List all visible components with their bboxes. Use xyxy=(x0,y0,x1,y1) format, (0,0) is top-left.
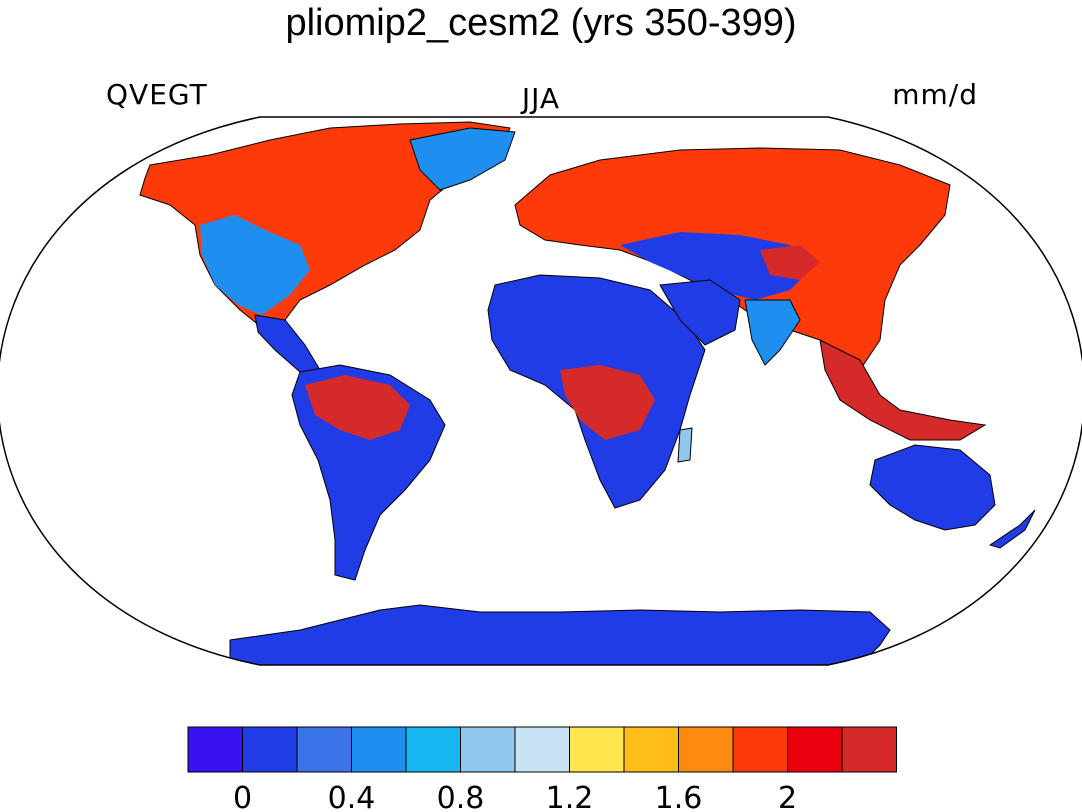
colorbar-tick-label: 1.2 xyxy=(546,781,594,812)
colorbar-swatch xyxy=(623,726,679,773)
amazon-basin xyxy=(305,375,410,440)
colorbar-swatch xyxy=(187,726,243,773)
southeast-asia xyxy=(819,339,987,441)
colorbar-swatch xyxy=(460,726,516,773)
colorbar-swatch xyxy=(732,726,788,773)
colorbar-swatch xyxy=(351,726,407,773)
colorbar-swatch xyxy=(841,726,897,773)
variable-label: QVEGT xyxy=(106,78,208,111)
tibet-high xyxy=(760,245,820,280)
colorbar-tick-label: 2 xyxy=(778,781,797,812)
india xyxy=(744,299,801,366)
colorbar-swatch xyxy=(569,726,625,773)
world-map xyxy=(0,116,1082,666)
arabia xyxy=(659,279,741,346)
greenland xyxy=(409,127,516,191)
central-asia-dry xyxy=(620,232,810,300)
colorbar-tick-label: 0 xyxy=(233,781,252,812)
colorbar-swatch xyxy=(678,726,734,773)
colorbar-swatch xyxy=(405,726,461,773)
new-zealand xyxy=(988,509,1036,549)
colorbar-tick-label: 0.4 xyxy=(328,781,376,812)
north-america-west-dry xyxy=(200,215,310,315)
central-america xyxy=(254,314,321,373)
colorbar-swatch xyxy=(787,726,843,773)
colorbar-swatch xyxy=(242,726,298,773)
colorbar-tick-label: 0.8 xyxy=(437,781,485,812)
season-label: JJA xyxy=(521,82,561,115)
colorbar: 0 0.4 0.8 1.2 1.6 2 xyxy=(187,726,897,812)
australia xyxy=(869,444,996,531)
antarctica xyxy=(229,604,891,665)
colorbar-swatch xyxy=(296,726,352,773)
map-title: pliomip2_cesm2 (yrs 350-399) xyxy=(285,2,797,44)
central-africa-wet xyxy=(560,365,655,440)
units-label: mm/d xyxy=(892,78,978,111)
colorbar-swatch xyxy=(514,726,570,773)
colorbar-tick-label: 1.6 xyxy=(655,781,703,812)
map-boundary xyxy=(0,116,1082,666)
madagascar xyxy=(677,427,693,463)
